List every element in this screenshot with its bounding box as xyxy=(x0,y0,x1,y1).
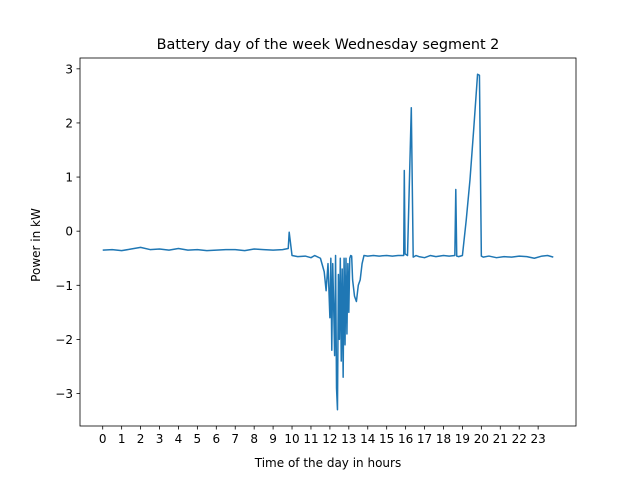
y-tick-label: 0 xyxy=(65,225,73,239)
x-tick-label: 9 xyxy=(269,432,277,446)
y-axis-ticks: −3 −2 −1 0 1 2 3 xyxy=(55,62,80,401)
x-tick-label: 3 xyxy=(156,432,164,446)
x-tick-label: 17 xyxy=(417,432,432,446)
x-tick-label: 0 xyxy=(99,432,107,446)
x-tick-label: 22 xyxy=(512,432,527,446)
x-tick-label: 23 xyxy=(530,432,545,446)
y-tick-label: −3 xyxy=(55,387,73,401)
x-tick-label: 6 xyxy=(212,432,220,446)
x-tick-label: 11 xyxy=(303,432,318,446)
x-tick-label: 12 xyxy=(322,432,337,446)
x-tick-label: 2 xyxy=(137,432,145,446)
x-tick-label: 15 xyxy=(379,432,394,446)
y-tick-label: −1 xyxy=(55,279,73,293)
y-tick-label: 1 xyxy=(65,171,73,185)
x-tick-label: 20 xyxy=(474,432,489,446)
x-axis-ticks: 0 1 2 3 4 5 6 7 8 9 10 11 12 13 14 15 16 17 18 19 20 21 22 23 xyxy=(99,426,546,446)
x-axis-label: Time of the day in hours xyxy=(254,456,401,470)
x-tick-label: 10 xyxy=(284,432,299,446)
y-axis-label: Power in kW xyxy=(29,208,43,282)
axes-frame xyxy=(79,57,577,427)
y-tick-label: 2 xyxy=(65,116,73,130)
x-tick-label: 4 xyxy=(175,432,183,446)
plot-area xyxy=(102,73,554,411)
x-tick-label: 1 xyxy=(118,432,126,446)
x-tick-label: 19 xyxy=(455,432,470,446)
x-tick-label: 18 xyxy=(436,432,451,446)
x-tick-label: 7 xyxy=(231,432,239,446)
x-tick-label: 13 xyxy=(341,432,356,446)
series-line-0 xyxy=(102,73,554,411)
chart-title: Battery day of the week Wednesday segmen… xyxy=(157,37,500,53)
x-tick-label: 21 xyxy=(493,432,508,446)
x-tick-label: 14 xyxy=(360,432,375,446)
y-tick-label: −2 xyxy=(55,333,73,347)
y-tick-label: 3 xyxy=(65,62,73,76)
x-tick-label: 8 xyxy=(250,432,258,446)
x-tick-label: 5 xyxy=(194,432,202,446)
x-tick-label: 16 xyxy=(398,432,413,446)
